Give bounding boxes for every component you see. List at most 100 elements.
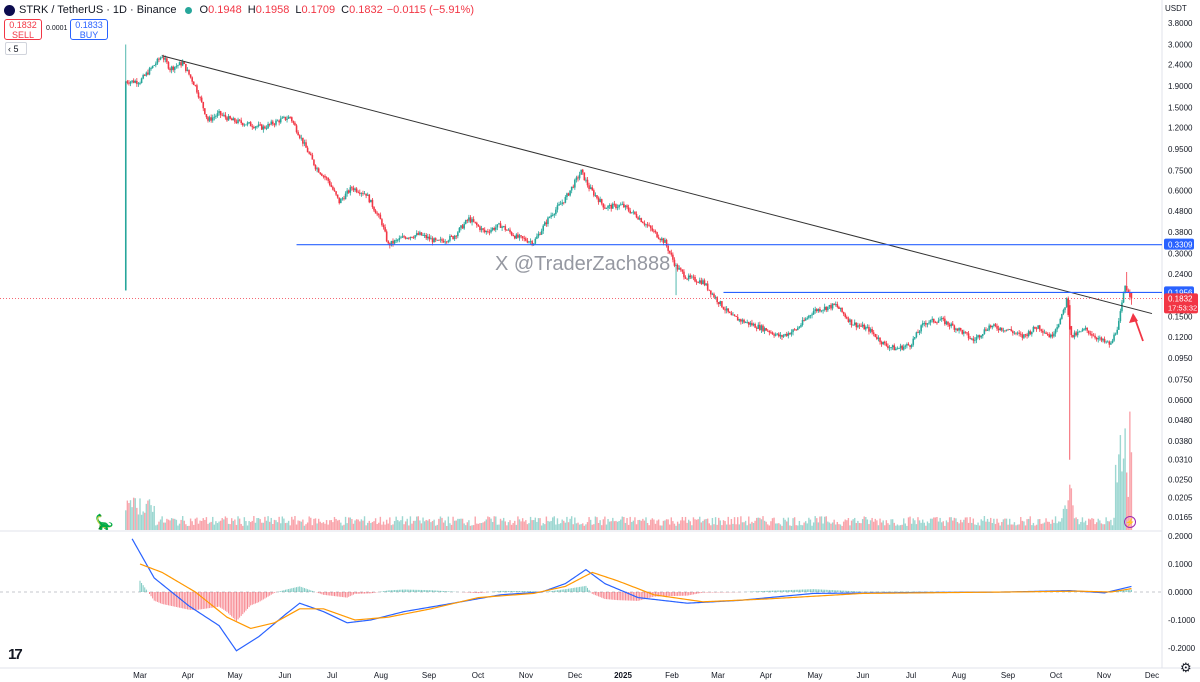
volume-bar (327, 524, 329, 530)
volume-bar (642, 518, 644, 530)
candle (194, 85, 197, 86)
volume-bar (920, 522, 922, 530)
candle (472, 219, 475, 222)
volume-bar (256, 518, 258, 530)
candle (485, 231, 488, 233)
volume-bar (257, 517, 260, 530)
buy-button[interactable]: 0.1833 BUY (70, 19, 108, 40)
candle (553, 213, 556, 216)
candle (868, 326, 870, 332)
candle (1116, 329, 1119, 334)
candle (192, 81, 195, 86)
candle (398, 238, 401, 240)
volume-bar (436, 524, 438, 530)
macd-axis-tick: -0.1000 (1168, 616, 1196, 625)
volume-bar (359, 521, 361, 530)
volume-bar (572, 524, 574, 530)
volume-bar (449, 523, 451, 530)
volume-bar (197, 523, 200, 530)
candle (316, 168, 318, 170)
volume-bar (544, 524, 546, 530)
volume-bar (1027, 518, 1030, 530)
volume-bar (427, 520, 429, 530)
time-axis-tick: Apr (182, 671, 195, 680)
candle (917, 332, 919, 334)
currency-label[interactable]: USDT (1165, 4, 1187, 13)
volume-bar (695, 519, 698, 530)
volume-bar (583, 525, 586, 530)
volume-bar (852, 519, 854, 530)
candle (1013, 332, 1016, 334)
volume-bar (721, 525, 723, 530)
candle (1111, 340, 1114, 344)
volume-bar (346, 523, 348, 530)
candle (621, 203, 624, 205)
volume-bar (178, 523, 181, 530)
volume-bar (542, 523, 544, 530)
candle (395, 239, 397, 241)
volume-bar (1051, 519, 1054, 530)
candle (234, 118, 236, 122)
candle (735, 315, 737, 317)
volume-bar (404, 521, 407, 530)
candle (332, 186, 334, 190)
volume-bar (510, 524, 513, 530)
volume-bar (446, 525, 448, 530)
candle (370, 199, 372, 203)
candle (747, 321, 750, 325)
candle (665, 239, 668, 246)
volume-bar (142, 511, 144, 530)
candle (213, 116, 216, 118)
symbol-title[interactable]: STRK / TetherUS · 1D · Binance (19, 4, 177, 16)
dinosaur-icon[interactable]: 🦕 (95, 514, 114, 531)
volume-bar (694, 519, 696, 530)
volume-bar (1100, 523, 1103, 530)
volume-bar (672, 521, 674, 530)
interval-selector[interactable]: ‹ 5 (5, 42, 27, 55)
candle (1089, 333, 1092, 335)
candle (434, 238, 437, 240)
candle (743, 319, 745, 323)
candle (283, 116, 285, 118)
volume-bar (341, 525, 344, 530)
candle (904, 345, 907, 347)
lightning-icon[interactable]: ⚡ (1124, 516, 1136, 528)
price-axis-tick: 0.0165 (1168, 513, 1193, 522)
volume-bar (262, 522, 265, 530)
time-axis-tick: Apr (760, 671, 773, 680)
volume-bar (882, 520, 884, 530)
tradingview-logo-icon[interactable]: 17 (8, 646, 23, 663)
volume-bar (1118, 454, 1120, 530)
volume-bar (786, 521, 788, 530)
volume-bar (624, 522, 627, 530)
volume-bar (570, 516, 573, 530)
candle (303, 142, 306, 144)
volume-bar (158, 521, 160, 530)
volume-bar (876, 520, 878, 530)
macd-axis-tick: 0.1000 (1168, 560, 1193, 569)
volume-bar (343, 524, 345, 530)
volume-bar (681, 517, 684, 530)
candle (839, 307, 842, 309)
volume-bar (235, 524, 238, 530)
candle (676, 264, 679, 270)
volume-bar (918, 520, 921, 530)
volume-bar (850, 520, 853, 530)
price-axis-tick: 0.6000 (1168, 187, 1193, 196)
candle (1046, 334, 1049, 335)
candle (328, 180, 331, 185)
volume-bar (977, 522, 979, 530)
volume-bar (914, 520, 916, 530)
volume-bar (140, 514, 143, 530)
volume-bar (174, 518, 176, 530)
volume-bar (803, 522, 805, 530)
trendline[interactable] (162, 55, 1153, 315)
sell-button[interactable]: 0.1832 SELL (4, 19, 42, 40)
candle (1124, 285, 1126, 294)
candle (161, 57, 163, 58)
gear-icon[interactable]: ⚙ (1180, 660, 1192, 675)
volume-bar (638, 519, 641, 530)
volume-bar (683, 520, 685, 530)
watermark: X @TraderZach888 (495, 253, 670, 275)
